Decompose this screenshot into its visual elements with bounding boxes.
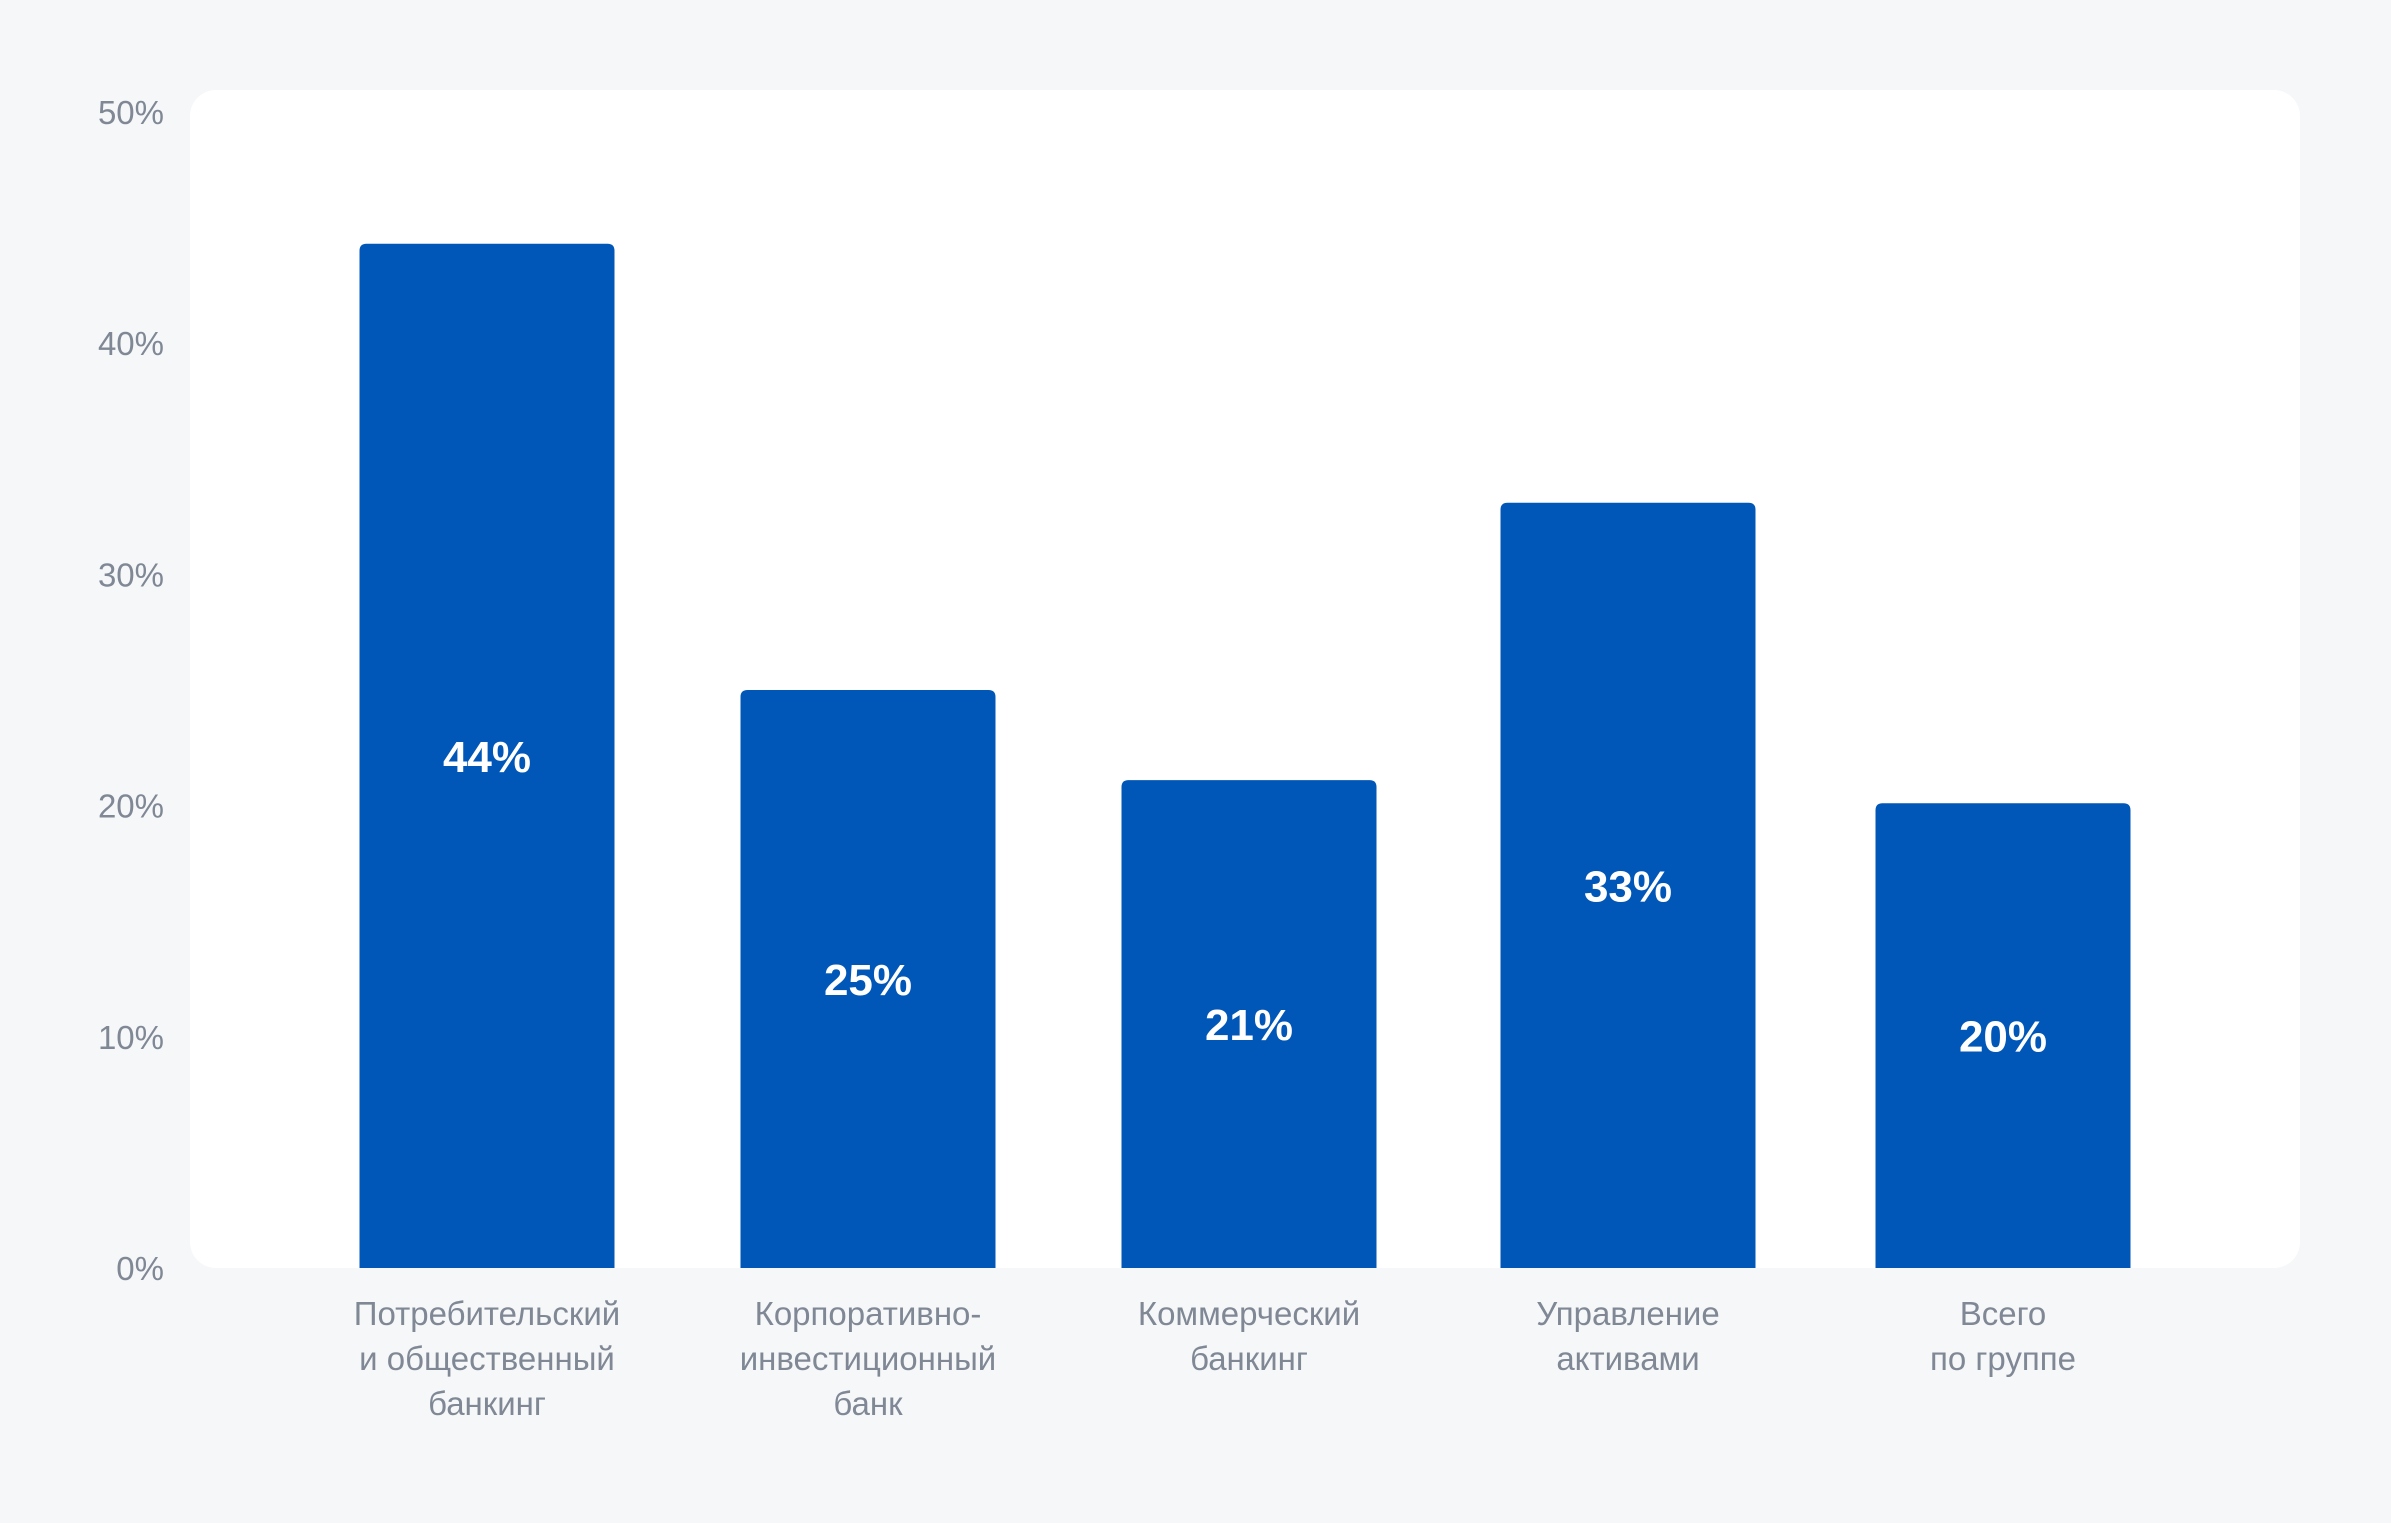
y-tick-label: 20% bbox=[98, 788, 164, 825]
data-labels-group: 44% 25% 21% 33% 20% bbox=[443, 733, 2047, 1062]
y-tick-label: 50% bbox=[98, 94, 164, 131]
bar-value-label: 33% bbox=[1584, 862, 1672, 911]
bar-value-label: 25% bbox=[824, 956, 912, 1005]
plot-area-background bbox=[190, 90, 2300, 1268]
y-tick-label: 40% bbox=[98, 325, 164, 362]
x-category-label-line: активами bbox=[1556, 1340, 1699, 1377]
bar bbox=[740, 690, 996, 1268]
x-category-label: Корпоративно-инвестиционный банк bbox=[740, 1295, 997, 1422]
x-category-label-line: инвестиционный bbox=[740, 1340, 997, 1377]
bar-value-label: 21% bbox=[1205, 1001, 1293, 1050]
x-category-label-line: и общественный bbox=[359, 1340, 615, 1377]
x-category-label-line: Управление bbox=[1536, 1295, 1719, 1332]
x-category-label: Коммерческий банкинг bbox=[1138, 1295, 1360, 1377]
x-category-label-line: по группе bbox=[1930, 1340, 2076, 1377]
x-category-label-line: Всего bbox=[1960, 1295, 2047, 1332]
x-axis: Потребительский и общественный банкинг Корп… bbox=[354, 1295, 2076, 1422]
x-category-label: Всего по группе bbox=[1930, 1295, 2076, 1377]
y-axis: 0% 10% 20% 30% 40% 50% bbox=[98, 94, 164, 1287]
bar bbox=[359, 243, 615, 1269]
bar-value-label: 44% bbox=[443, 733, 531, 782]
bars-group bbox=[359, 243, 2131, 1269]
x-category-label: Управление активами bbox=[1536, 1295, 1719, 1377]
x-category-label-line: банк bbox=[833, 1385, 903, 1422]
bar bbox=[1875, 803, 2131, 1268]
bar-value-label: 20% bbox=[1959, 1013, 2047, 1062]
y-tick-label: 10% bbox=[98, 1019, 164, 1056]
x-category-label-line: банкинг bbox=[1190, 1340, 1308, 1377]
bar bbox=[1500, 502, 1756, 1268]
x-category-label-line: Корпоративно- bbox=[755, 1295, 982, 1332]
x-category-label-line: банкинг bbox=[428, 1385, 546, 1422]
bar bbox=[1121, 780, 1377, 1268]
x-category-label-line: Потребительский bbox=[354, 1295, 620, 1332]
y-tick-label: 0% bbox=[116, 1250, 164, 1287]
x-category-label: Потребительский и общественный банкинг bbox=[354, 1295, 620, 1422]
x-category-label-line: Коммерческий bbox=[1138, 1295, 1360, 1332]
y-tick-label: 30% bbox=[98, 556, 164, 593]
